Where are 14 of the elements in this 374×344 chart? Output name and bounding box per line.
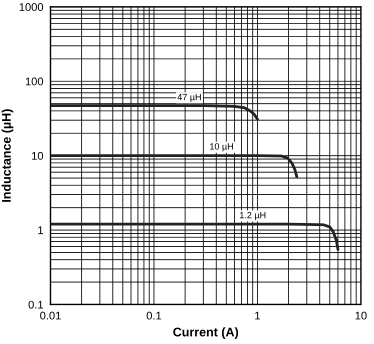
x-tick-label: 1	[255, 312, 260, 320]
annotation: 10 µH	[210, 143, 233, 152]
y-axis-title: Inductance (µH)	[2, 109, 14, 202]
y-tick-label: 1000	[20, 3, 44, 12]
x-tick-label: 0.01	[40, 312, 61, 320]
annotation: 47 µH	[177, 94, 201, 102]
annotation: 1.2 µH	[240, 212, 266, 220]
y-tick-label: 1	[38, 226, 44, 234]
y-tick-label: 0.1	[28, 300, 44, 309]
x-axis-title: Current (A)	[173, 327, 238, 339]
y-tick-label: 100	[26, 78, 44, 86]
x-tick-label: 10	[356, 312, 367, 320]
y-tick-label: 10	[32, 152, 44, 160]
x-tick-label: 0.1	[146, 312, 162, 320]
